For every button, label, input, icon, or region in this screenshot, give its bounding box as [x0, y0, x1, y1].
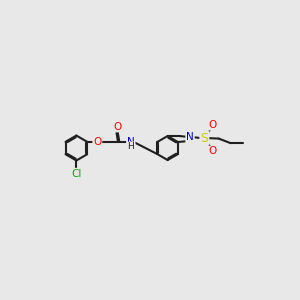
Text: O: O: [208, 120, 216, 130]
Text: S: S: [200, 132, 208, 145]
Text: O: O: [208, 146, 216, 157]
Text: O: O: [93, 137, 101, 147]
Text: O: O: [113, 122, 122, 132]
Text: N: N: [186, 132, 194, 142]
Text: N: N: [127, 137, 135, 147]
Text: Cl: Cl: [71, 169, 82, 179]
Text: H: H: [128, 142, 134, 152]
